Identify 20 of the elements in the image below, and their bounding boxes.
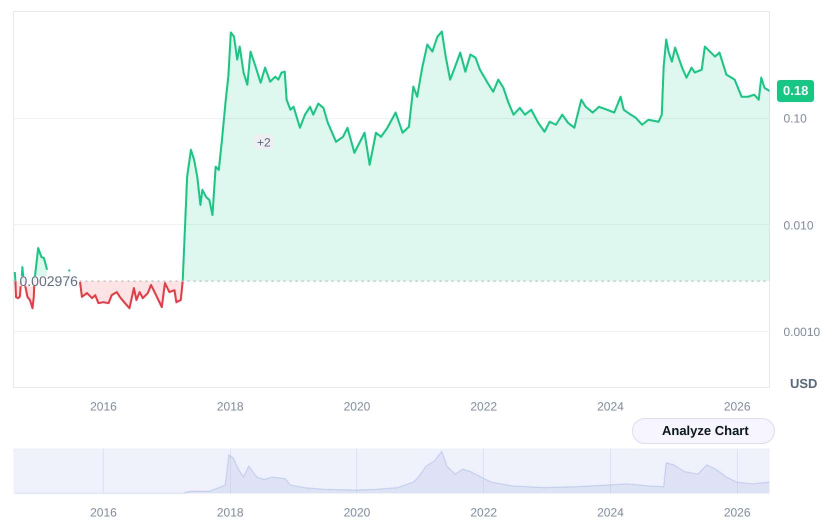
y-tick-label: 0.0010 <box>784 325 821 340</box>
y-tick-label: 0.010 <box>784 218 814 232</box>
ref-line-label: 0.002976 <box>20 273 78 290</box>
x-tick-label: 2020 <box>344 506 371 520</box>
y-tick-label: 0.10 <box>784 112 808 126</box>
x-tick-label: 2026 <box>724 506 751 520</box>
x-tick-label: 2016 <box>90 400 118 414</box>
x-tick-label: 2018 <box>216 400 244 414</box>
x-tick-label: 2022 <box>470 506 498 520</box>
x-tick-label: 2016 <box>90 506 118 520</box>
y-axis-title: USD <box>790 376 818 392</box>
x-tick-label: 2020 <box>344 400 371 414</box>
annotation: 0.18 <box>777 80 814 102</box>
annotation: +2 <box>256 135 271 150</box>
x-tick-label: 2018 <box>216 506 244 520</box>
x-tick-label: 2022 <box>470 400 498 414</box>
text: Analyze Chart <box>632 418 775 444</box>
x-tick-label: 2024 <box>597 400 624 414</box>
x-tick-label: 2026 <box>724 400 751 414</box>
x-tick-label: 2024 <box>597 506 624 520</box>
